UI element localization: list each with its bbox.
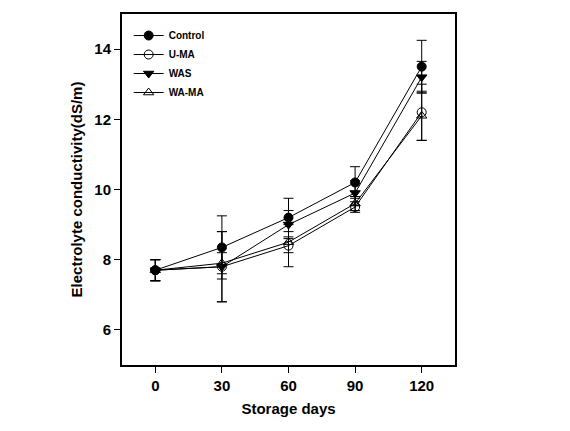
- svg-text:0: 0: [151, 377, 159, 394]
- svg-text:Storage days: Storage days: [241, 400, 335, 417]
- svg-text:WAS: WAS: [169, 68, 192, 79]
- svg-text:60: 60: [280, 377, 297, 394]
- svg-text:30: 30: [214, 377, 231, 394]
- svg-text:8: 8: [103, 251, 111, 268]
- svg-text:6: 6: [103, 321, 111, 338]
- svg-text:Electrolyte conductivity(dS/m): Electrolyte conductivity(dS/m): [68, 82, 85, 298]
- svg-text:14: 14: [94, 40, 111, 57]
- svg-text:12: 12: [94, 111, 111, 128]
- svg-text:WA-MA: WA-MA: [169, 87, 204, 98]
- svg-text:90: 90: [347, 377, 364, 394]
- svg-text:120: 120: [409, 377, 434, 394]
- svg-text:U-MA: U-MA: [169, 49, 195, 60]
- svg-text:Control: Control: [169, 30, 205, 41]
- svg-text:10: 10: [94, 181, 111, 198]
